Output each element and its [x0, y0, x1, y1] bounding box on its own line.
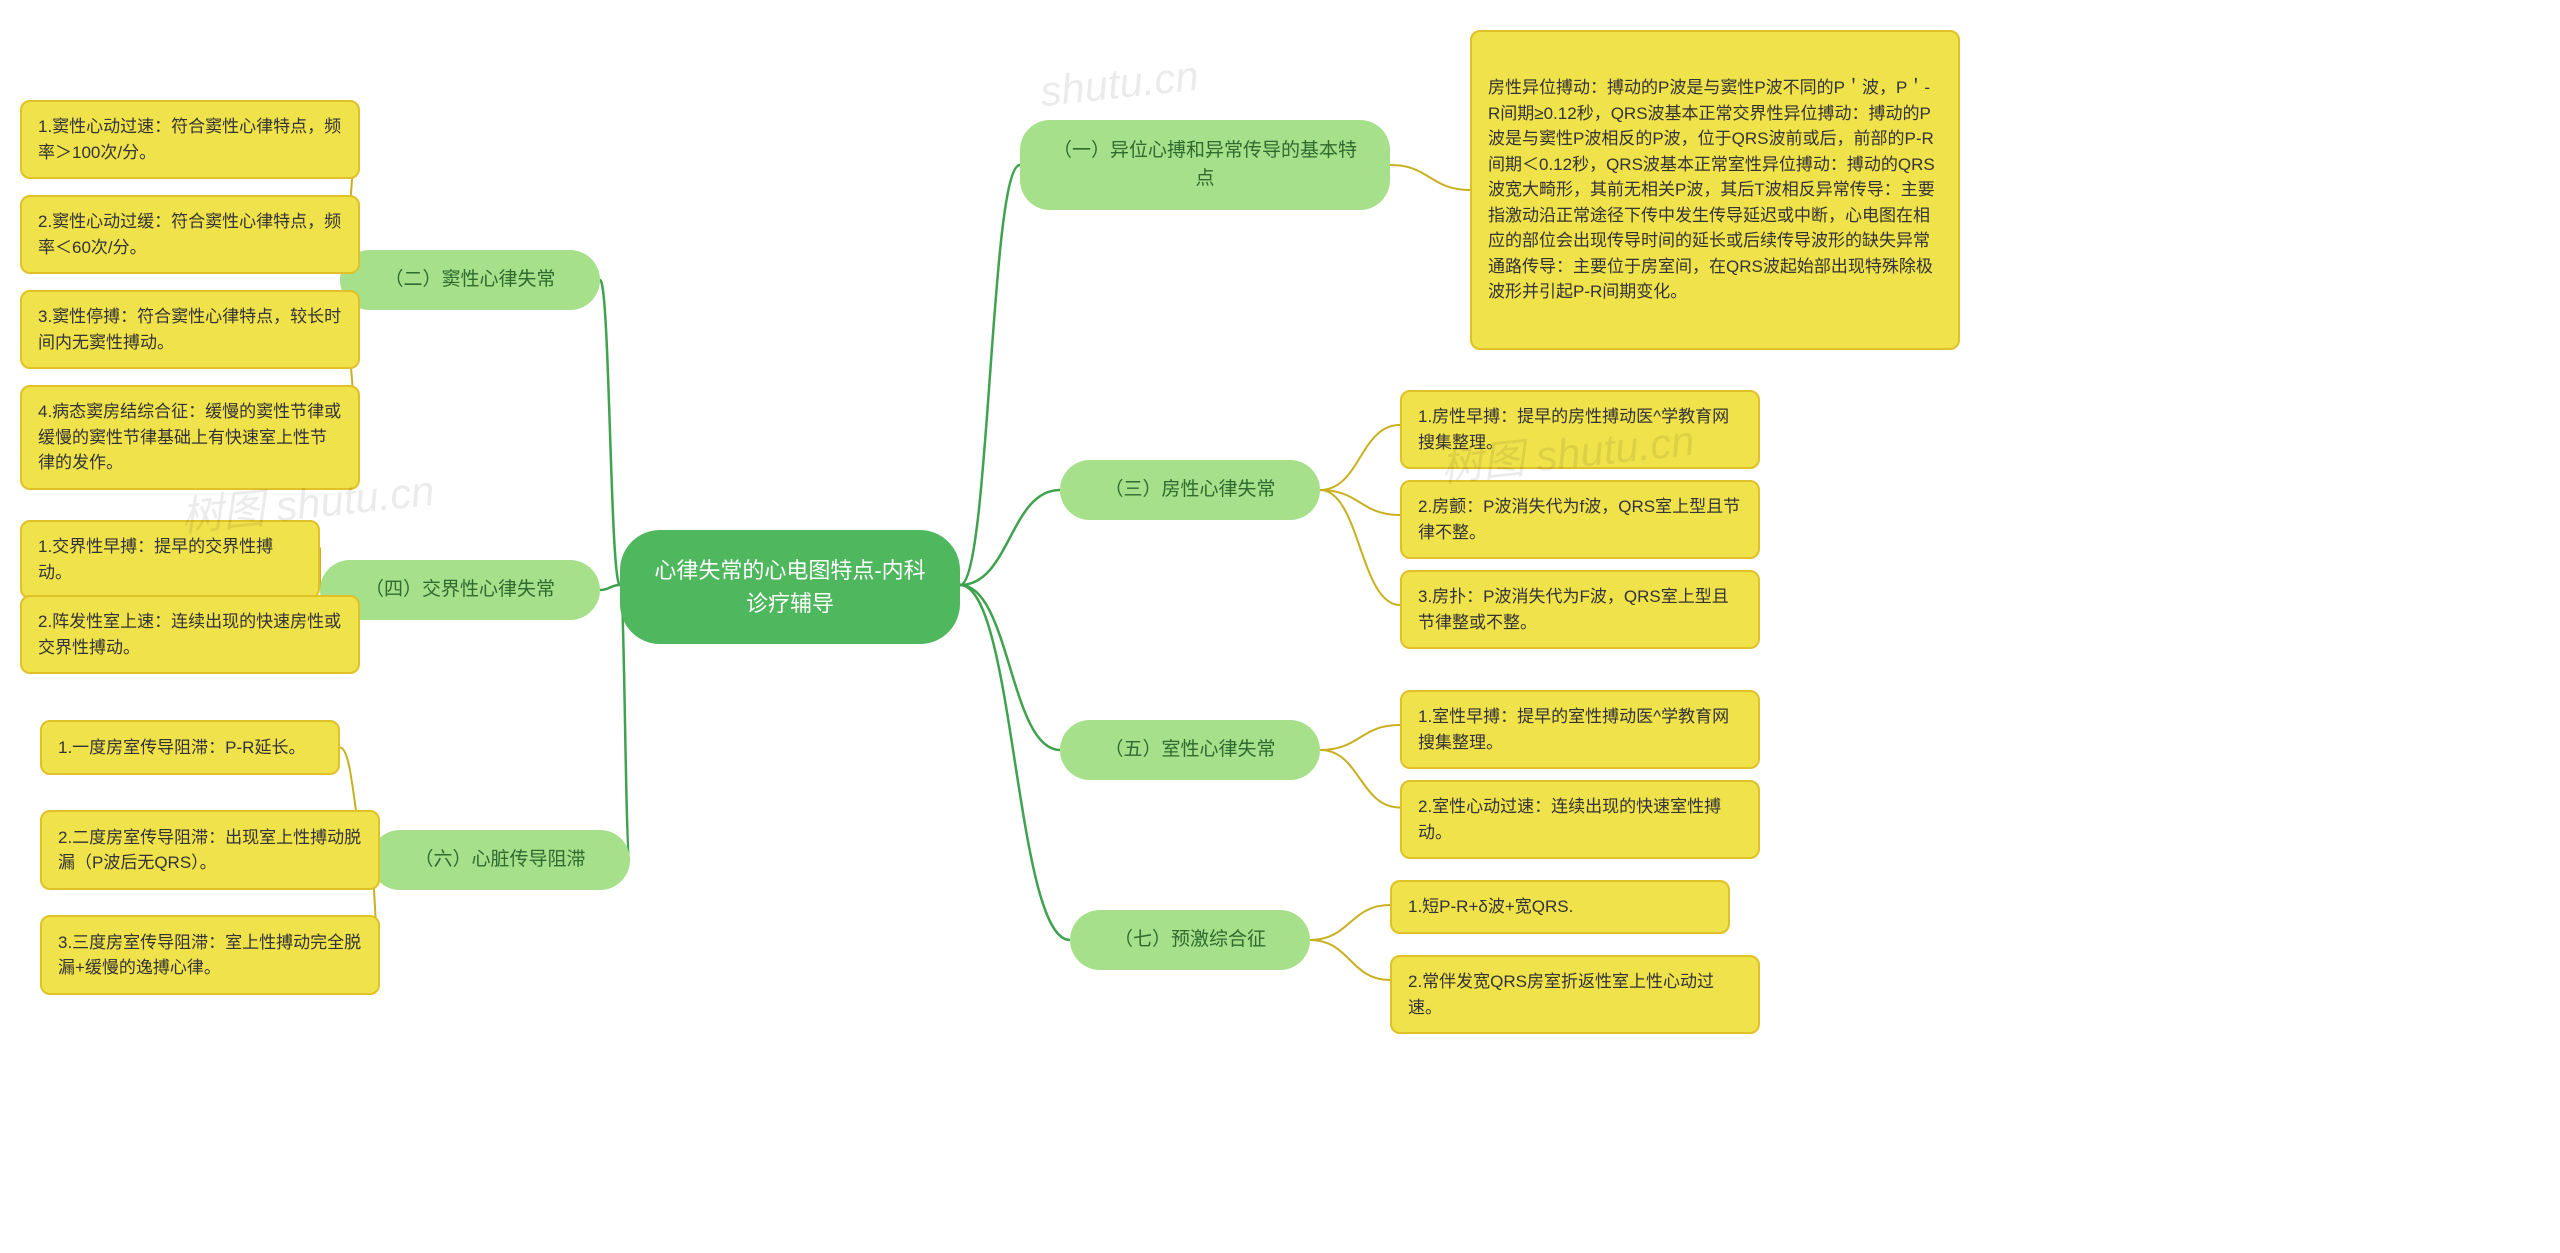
leaf-b2l3: 3.窦性停搏：符合窦性心律特点，较长时间内无窦性搏动。 — [20, 290, 360, 369]
leaf-b4l2: 2.阵发性室上速：连续出现的快速房性或交界性搏动。 — [20, 595, 360, 674]
leaf-b6l1: 1.一度房室传导阻滞：P-R延长。 — [40, 720, 340, 775]
leaf-b2l1: 1.窦性心动过速：符合窦性心律特点，频率＞100次/分。 — [20, 100, 360, 179]
branch-b4: （四）交界性心律失常 — [320, 560, 600, 620]
leaf-b3l3: 3.房扑：P波消失代为F波，QRS室上型且节律整或不整。 — [1400, 570, 1760, 649]
leaf-b3l1: 1.房性早搏：提早的房性搏动医^学教育网搜集整理。 — [1400, 390, 1760, 469]
root-node: 心律失常的心电图特点-内科诊疗辅导 — [620, 530, 960, 644]
branch-b5: （五）室性心律失常 — [1060, 720, 1320, 780]
leaf-b5l1: 1.室性早搏：提早的室性搏动医^学教育网搜集整理。 — [1400, 690, 1760, 769]
branch-b6: （六）心脏传导阻滞 — [370, 830, 630, 890]
leaf-b6l2: 2.二度房室传导阻滞：出现室上性搏动脱漏（P波后无QRS）。 — [40, 810, 380, 890]
branch-b7: （七）预激综合征 — [1070, 910, 1310, 970]
leaf-b2l4: 4.病态窦房结综合征：缓慢的窦性节律或缓慢的窦性节律基础上有快速室上性节律的发作… — [20, 385, 360, 490]
branch-b1: （一）异位心搏和异常传导的基本特点 — [1020, 120, 1390, 210]
branch-b3: （三）房性心律失常 — [1060, 460, 1320, 520]
leaf-b1l1: 房性异位搏动：搏动的P波是与窦性P波不同的P＇波，P＇-R间期≥0.12秒，QR… — [1470, 30, 1960, 350]
leaf-b2l2: 2.窦性心动过缓：符合窦性心律特点，频率＜60次/分。 — [20, 195, 360, 274]
leaf-b3l2: 2.房颤：P波消失代为f波，QRS室上型且节律不整。 — [1400, 480, 1760, 559]
leaf-b7l2: 2.常伴发宽QRS房室折返性室上性心动过速。 — [1390, 955, 1760, 1034]
leaf-b4l1: 1.交界性早搏：提早的交界性搏动。 — [20, 520, 320, 599]
leaf-b5l2: 2.室性心动过速：连续出现的快速室性搏动。 — [1400, 780, 1760, 859]
leaf-b7l1: 1.短P-R+δ波+宽QRS. — [1390, 880, 1730, 934]
leaf-b6l3: 3.三度房室传导阻滞：室上性搏动完全脱漏+缓慢的逸搏心律。 — [40, 915, 380, 995]
branch-b2: （二）窦性心律失常 — [340, 250, 600, 310]
